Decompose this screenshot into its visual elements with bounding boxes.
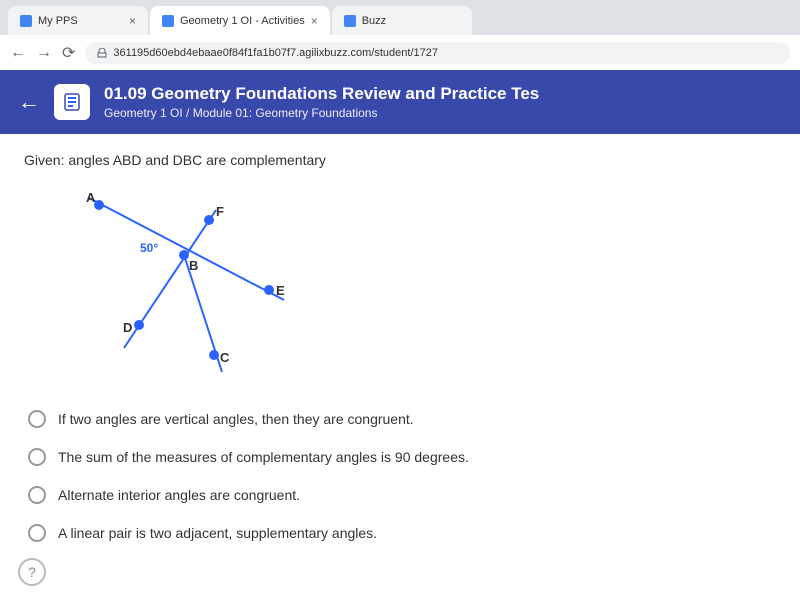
radio-icon[interactable] xyxy=(28,448,46,466)
help-button[interactable]: ? xyxy=(18,558,46,586)
url-bar[interactable]: 361195d60ebd4ebaae0f84f1fa1b07f7.agilixb… xyxy=(85,42,790,64)
close-icon[interactable]: × xyxy=(311,14,318,28)
tab-buzz[interactable]: Buzz xyxy=(332,6,472,35)
svg-text:50°: 50° xyxy=(140,241,158,255)
option-a[interactable]: If two angles are vertical angles, then … xyxy=(24,400,776,438)
nav-bar: ← → ⟳ 361195d60ebd4ebaae0f84f1fa1b07f7.a… xyxy=(0,35,800,70)
option-text: A linear pair is two adjacent, supplemen… xyxy=(58,525,377,541)
breadcrumb: Geometry 1 OI / Module 01: Geometry Foun… xyxy=(104,106,539,120)
svg-text:F: F xyxy=(216,204,224,219)
reload-button[interactable]: ⟳ xyxy=(62,43,75,63)
given-statement: Given: angles ABD and DBC are complement… xyxy=(24,152,776,168)
tab-icon xyxy=(162,15,174,27)
back-arrow-icon[interactable]: ← xyxy=(18,89,40,115)
option-text: The sum of the measures of complementary… xyxy=(58,449,469,465)
radio-icon[interactable] xyxy=(28,524,46,542)
svg-text:A: A xyxy=(86,190,96,205)
lock-icon xyxy=(97,48,107,58)
page-header: ← 01.09 Geometry Foundations Review and … xyxy=(0,70,800,134)
geometry-diagram: 50° A F B E D C xyxy=(44,180,344,380)
svg-text:D: D xyxy=(123,320,132,335)
url-text: 361195d60ebd4ebaae0f84f1fa1b07f7.agilixb… xyxy=(113,47,438,59)
option-text: If two angles are vertical angles, then … xyxy=(58,411,414,427)
tab-mypps[interactable]: My PPS × xyxy=(8,6,148,35)
forward-button[interactable]: → xyxy=(36,44,52,62)
tab-icon xyxy=(344,15,356,27)
answer-options: If two angles are vertical angles, then … xyxy=(24,400,776,552)
tab-label: Geometry 1 OI - Activities xyxy=(180,15,305,27)
option-c[interactable]: Alternate interior angles are congruent. xyxy=(24,476,776,514)
option-b[interactable]: The sum of the measures of complementary… xyxy=(24,438,776,476)
svg-text:B: B xyxy=(189,258,198,273)
tab-geometry[interactable]: Geometry 1 OI - Activities × xyxy=(150,6,330,35)
tab-label: My PPS xyxy=(38,15,78,27)
page-title: 01.09 Geometry Foundations Review and Pr… xyxy=(104,84,539,104)
help-icon: ? xyxy=(28,564,36,580)
svg-text:E: E xyxy=(276,283,285,298)
tab-icon xyxy=(20,15,32,27)
tab-label: Buzz xyxy=(362,15,386,27)
option-d[interactable]: A linear pair is two adjacent, supplemen… xyxy=(24,514,776,552)
document-icon xyxy=(54,84,90,120)
back-button[interactable]: ← xyxy=(10,44,26,62)
option-text: Alternate interior angles are congruent. xyxy=(58,487,300,503)
svg-text:C: C xyxy=(220,350,230,365)
radio-icon[interactable] xyxy=(28,486,46,504)
radio-icon[interactable] xyxy=(28,410,46,428)
close-icon[interactable]: × xyxy=(129,14,136,28)
tabs-bar: My PPS × Geometry 1 OI - Activities × Bu… xyxy=(0,0,800,35)
